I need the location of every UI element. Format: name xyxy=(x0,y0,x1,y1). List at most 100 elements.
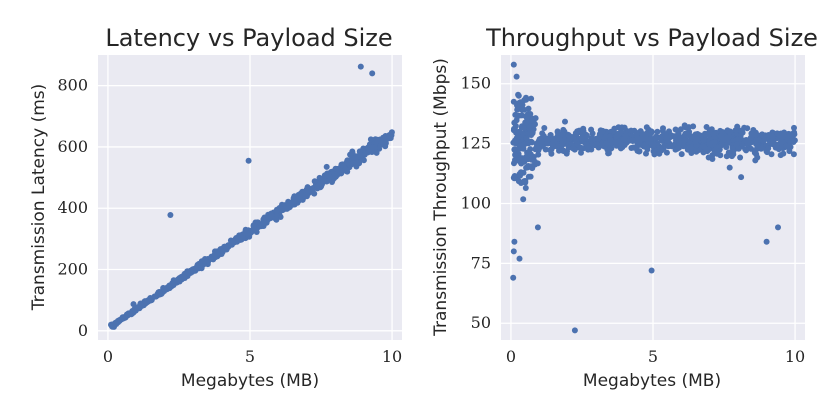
data-point xyxy=(791,137,798,144)
data-point xyxy=(625,138,632,145)
data-point xyxy=(268,212,275,219)
data-point xyxy=(529,115,536,122)
data-point xyxy=(518,112,525,119)
y-tick-label: 200 xyxy=(57,260,88,279)
data-point xyxy=(791,129,798,136)
data-point xyxy=(656,150,663,157)
y-tick-label: 150 xyxy=(460,74,491,93)
data-point xyxy=(311,178,318,185)
data-point xyxy=(790,151,797,158)
latency-gridlines xyxy=(98,55,402,340)
data-point xyxy=(510,139,517,146)
data-point xyxy=(648,135,655,142)
data-point xyxy=(516,255,523,262)
data-point xyxy=(737,154,744,161)
data-point xyxy=(535,151,542,158)
data-point xyxy=(628,127,635,134)
data-point xyxy=(779,134,786,141)
data-point xyxy=(743,147,750,154)
data-point xyxy=(512,123,519,129)
data-point xyxy=(510,248,517,255)
data-point xyxy=(518,169,524,176)
data-point xyxy=(357,63,364,70)
data-point xyxy=(387,135,394,142)
data-point xyxy=(511,146,518,153)
data-point xyxy=(342,166,349,173)
data-point xyxy=(520,141,527,148)
y-tick-label: 600 xyxy=(57,137,88,156)
data-point xyxy=(510,61,517,68)
data-point xyxy=(777,152,784,159)
data-point xyxy=(708,126,715,133)
data-point xyxy=(651,151,658,158)
data-point xyxy=(515,178,522,185)
data-point xyxy=(571,327,578,334)
data-point xyxy=(285,202,292,209)
data-point xyxy=(579,134,586,141)
data-point xyxy=(599,128,606,135)
data-point xyxy=(753,137,760,144)
data-point xyxy=(314,185,321,192)
data-point xyxy=(714,150,721,157)
x-tick-label: 0 xyxy=(506,347,516,366)
latency-y-axis-label: Transmission Latency (ms) xyxy=(29,84,49,312)
data-point xyxy=(521,178,528,185)
data-point xyxy=(549,141,556,148)
data-point xyxy=(534,224,541,231)
data-point xyxy=(528,156,535,163)
data-point xyxy=(709,152,716,159)
data-point xyxy=(791,124,797,131)
data-point xyxy=(510,98,517,105)
data-point xyxy=(768,151,775,158)
data-point xyxy=(607,146,614,153)
data-point xyxy=(706,141,713,148)
data-point xyxy=(357,153,364,160)
data-point xyxy=(701,143,708,150)
data-point xyxy=(374,136,381,143)
data-point xyxy=(245,157,252,164)
data-point xyxy=(522,185,529,191)
data-point xyxy=(663,149,670,156)
data-point xyxy=(688,144,695,151)
data-point xyxy=(654,128,661,135)
data-point xyxy=(520,125,527,132)
data-point xyxy=(382,140,389,147)
data-point xyxy=(630,144,637,151)
data-point xyxy=(759,132,766,139)
data-point xyxy=(119,314,126,321)
data-point xyxy=(214,250,221,257)
throughput-tick-labels: 0 5 10 50 75 100 125 150 xyxy=(460,74,805,366)
data-point xyxy=(775,224,781,231)
data-point xyxy=(523,96,530,103)
y-tick-label: 125 xyxy=(460,134,491,153)
data-point xyxy=(529,129,536,136)
data-point xyxy=(510,274,517,281)
x-tick-label: 5 xyxy=(245,347,255,366)
data-point xyxy=(143,299,150,306)
data-point xyxy=(617,141,624,148)
data-point xyxy=(702,131,709,138)
data-point xyxy=(381,134,387,141)
data-point xyxy=(663,135,670,142)
data-point xyxy=(784,134,791,141)
data-point xyxy=(527,123,534,130)
data-point xyxy=(732,127,739,134)
data-point xyxy=(236,235,243,242)
data-point xyxy=(565,132,572,139)
data-point xyxy=(652,134,659,141)
x-tick-label: 0 xyxy=(103,347,113,366)
data-point xyxy=(603,140,610,147)
data-point xyxy=(513,117,520,124)
data-point xyxy=(528,95,535,102)
throughput-x-axis-label: Megabytes (MB) xyxy=(583,371,721,391)
data-point xyxy=(250,222,257,229)
data-point xyxy=(544,136,551,143)
data-point xyxy=(167,212,174,218)
y-tick-label: 400 xyxy=(57,198,88,217)
latency-tick-labels: 0 5 10 0 200 400 600 800 xyxy=(57,76,402,366)
y-tick-label: 100 xyxy=(460,193,491,212)
data-point xyxy=(595,136,602,142)
data-point xyxy=(753,131,760,138)
data-point xyxy=(155,289,162,296)
